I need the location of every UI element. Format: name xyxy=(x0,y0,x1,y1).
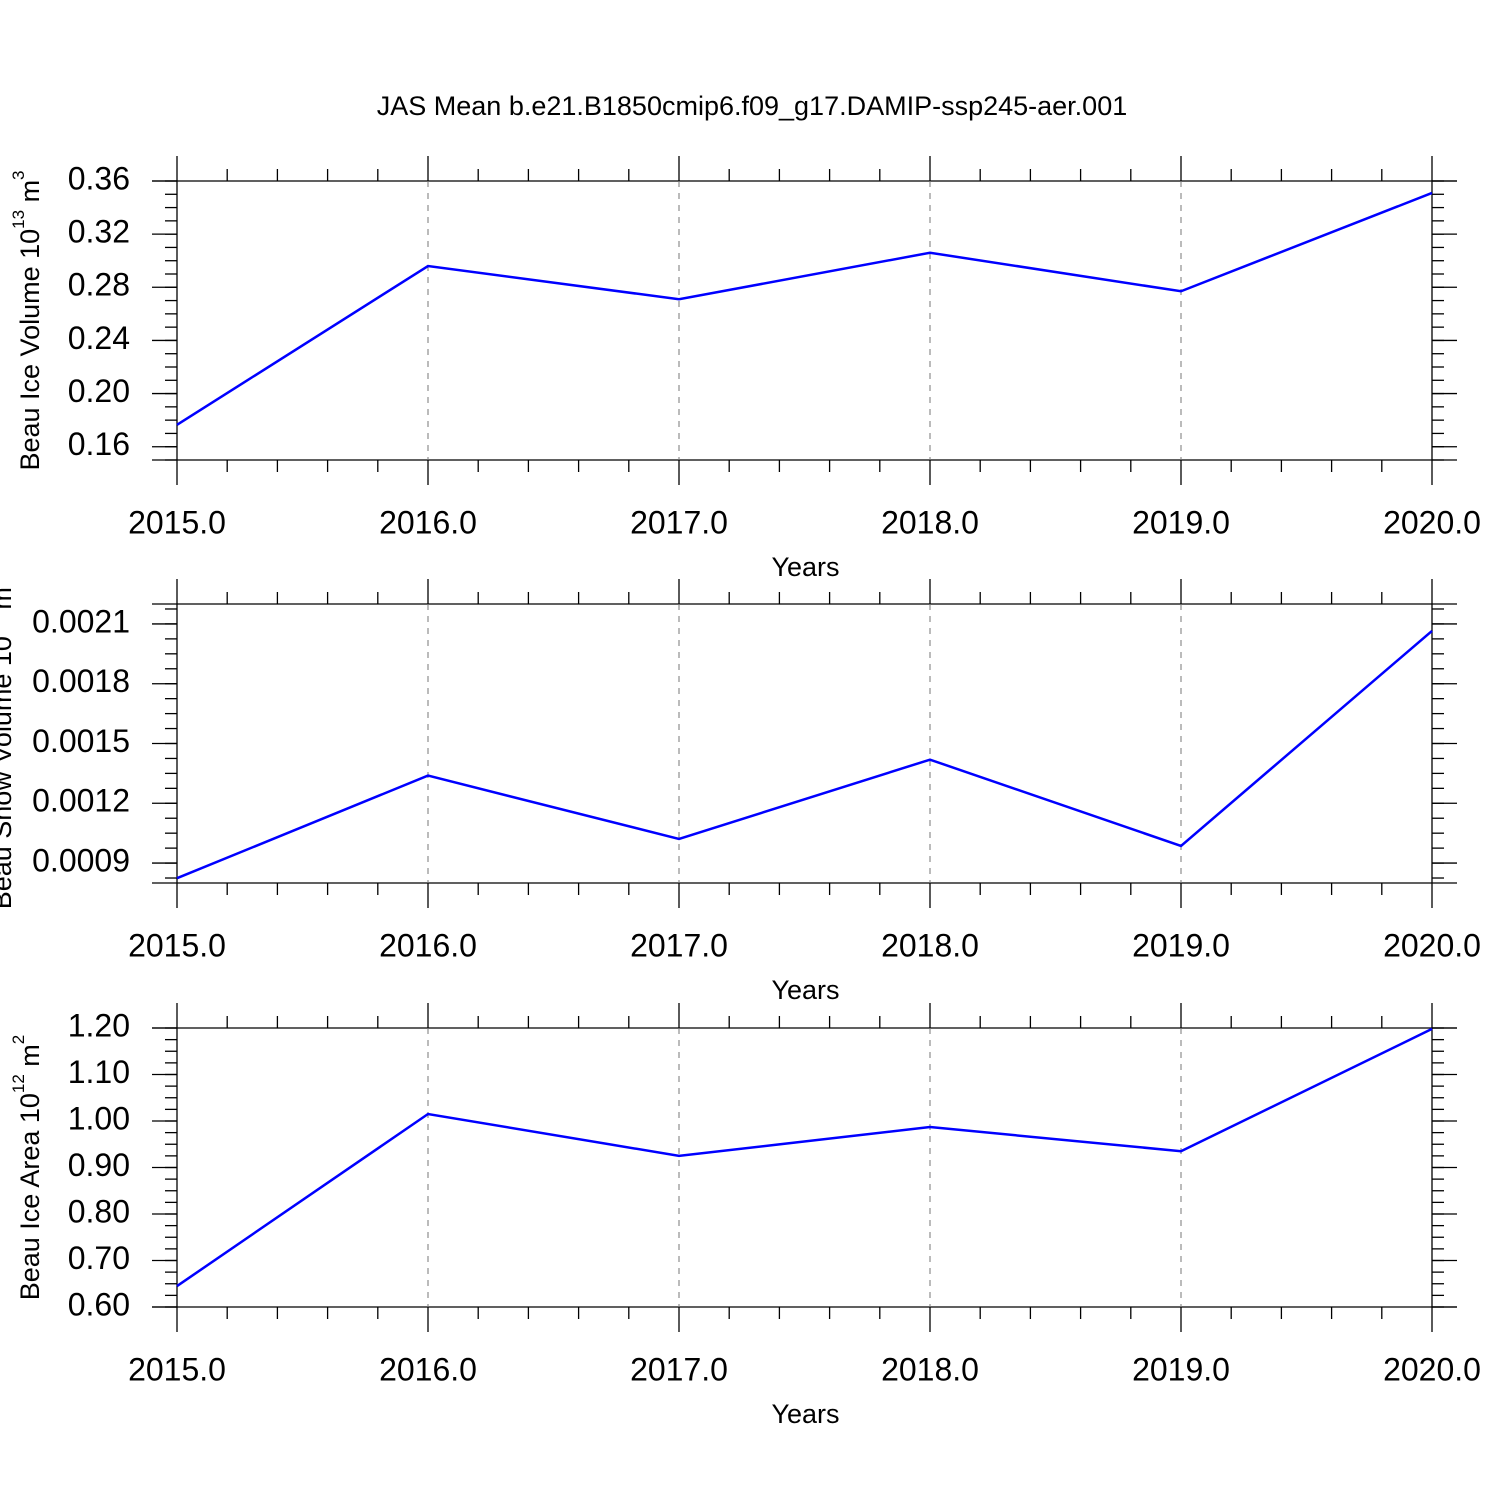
y-tick-label: 0.0018 xyxy=(32,663,130,699)
y-axis-title-part: Beau Snow Volume 10 xyxy=(0,636,17,909)
x-tick-label: 2016.0 xyxy=(379,504,477,540)
x-tick-label: 2016.0 xyxy=(379,927,477,963)
x-tick-label: 2015.0 xyxy=(128,504,226,540)
y-axis-title-part: m xyxy=(15,1044,45,1074)
y-axis-title-exponent: 13 xyxy=(9,210,28,229)
x-tick-label: 2016.0 xyxy=(379,1351,477,1387)
x-tick-label: 2018.0 xyxy=(881,1351,979,1387)
y-tick-label: 0.0015 xyxy=(32,723,130,759)
y-tick-label: 0.20 xyxy=(68,373,130,409)
y-tick-label: 1.10 xyxy=(68,1054,130,1090)
y-axis-title-exponent: 12 xyxy=(9,1074,28,1093)
panel: 2015.0 2016.0 2017.0 2018.0 2019.0 2020.0 0.16… xyxy=(9,156,1481,582)
x-tick-label: 2017.0 xyxy=(630,1351,728,1387)
panel: 2015.0 2016.0 2017.0 2018.0 2019.0 2020.0 0.60… xyxy=(9,1003,1481,1429)
y-axis-title-exponent: 2 xyxy=(9,1035,28,1044)
y-tick-label: 0.70 xyxy=(68,1240,130,1276)
x-tick-label: 2017.0 xyxy=(630,927,728,963)
x-tick-label: 2020.0 xyxy=(1383,927,1481,963)
y-axis-title: Beau Ice Volume 1013 m3 xyxy=(9,170,45,470)
y-tick-label: 0.80 xyxy=(68,1193,130,1229)
x-tick-label: 2018.0 xyxy=(881,927,979,963)
y-axis-title: Beau Snow Volume 1013 m3 xyxy=(0,578,17,910)
y-axis-title-part: Beau Ice Area 10 xyxy=(15,1093,45,1300)
x-tick-label: 2017.0 xyxy=(630,504,728,540)
y-tick-label: 0.0012 xyxy=(32,783,130,819)
x-axis-title: Years xyxy=(771,1399,839,1429)
y-axis-title-part: Beau Ice Volume 10 xyxy=(15,229,45,471)
y-tick-label: 0.0021 xyxy=(32,603,130,639)
y-tick-label: 0.60 xyxy=(68,1286,130,1322)
x-tick-label: 2019.0 xyxy=(1132,1351,1230,1387)
y-tick-label: 0.24 xyxy=(68,320,130,356)
y-tick-label: 0.90 xyxy=(68,1147,130,1183)
data-line xyxy=(176,191,1433,426)
y-tick-label: 0.36 xyxy=(68,160,130,196)
y-tick-label: 0.0009 xyxy=(32,843,130,879)
data-line xyxy=(176,629,1433,880)
x-tick-label: 2019.0 xyxy=(1132,927,1230,963)
y-tick-label: 1.00 xyxy=(68,1100,130,1136)
x-tick-label: 2020.0 xyxy=(1383,1351,1481,1387)
y-axis-title-part: m xyxy=(0,587,17,617)
x-tick-label: 2015.0 xyxy=(128,1351,226,1387)
y-tick-label: 1.20 xyxy=(68,1007,130,1043)
x-axis-title: Years xyxy=(771,552,839,582)
figure-title: JAS Mean b.e21.B1850cmip6.f09_g17.DAMIP-… xyxy=(377,91,1127,121)
y-axis-title-exponent: 3 xyxy=(9,170,28,179)
x-tick-label: 2015.0 xyxy=(128,927,226,963)
x-tick-label: 2019.0 xyxy=(1132,504,1230,540)
y-tick-label: 0.32 xyxy=(68,214,130,250)
data-line xyxy=(176,1027,1433,1288)
y-axis-title-part: m xyxy=(15,180,45,210)
x-tick-label: 2018.0 xyxy=(881,504,979,540)
y-axis-title: Beau Ice Area 1012 m2 xyxy=(9,1035,45,1301)
panel: 2015.0 2016.0 2017.0 2018.0 2019.0 2020.0 0.00… xyxy=(0,578,1481,1005)
x-tick-label: 2020.0 xyxy=(1383,504,1481,540)
y-tick-label: 0.16 xyxy=(68,426,130,462)
y-tick-label: 0.28 xyxy=(68,267,130,303)
x-axis-title: Years xyxy=(771,975,839,1005)
